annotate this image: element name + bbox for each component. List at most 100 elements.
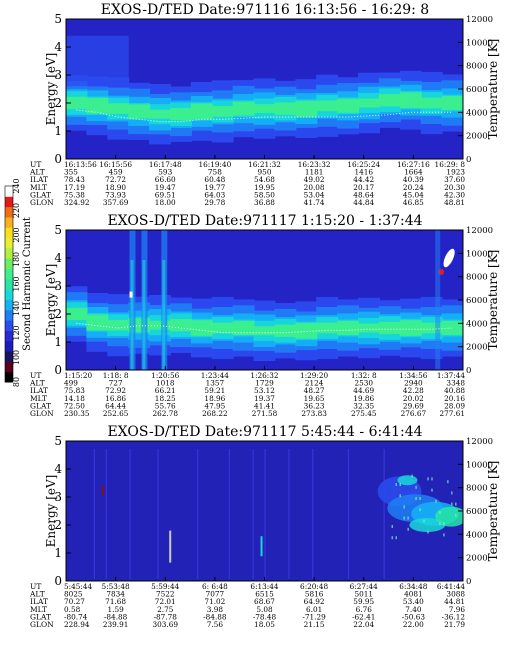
table-cell: 72.01 [155,597,176,606]
speckle [447,480,449,484]
table-cell: 73.93 [105,190,126,199]
colorbar-swatch [5,278,13,290]
row-label: GLON [30,620,54,629]
row-label: MLT [30,394,47,403]
table-cell: 44.81 [444,597,465,606]
table-cell: 16:23:32 [298,160,331,169]
table-cell: -84.88 [203,612,227,621]
table-cell: 21.15 [304,620,325,629]
table-cell: 5816 [305,590,324,599]
colorbar-swatch [5,216,13,228]
colorbar-swatch [5,237,13,249]
table-cell: 45.04 [403,190,424,199]
table-cell: 1:29:20 [300,371,328,380]
table-cell: 64.44 [105,401,126,410]
row-label: ALT [29,590,45,599]
table-cell: 1:26:32 [250,371,278,380]
y2-tick-label: 0 [466,577,471,587]
table-cell: 355 [64,168,78,177]
colorbar-swatch [5,289,13,300]
colorbar-swatch [5,309,13,321]
table-cell: 40.88 [444,386,465,395]
y2-tick-label: 10000 [466,249,493,259]
band-segment [378,321,401,335]
table-cell: 16:17:48 [149,160,182,169]
table-cell: 21.79 [444,620,465,629]
table-cell: 20.08 [304,183,325,192]
table-cell: 19.37 [254,394,275,403]
table-cell: 8025 [64,590,83,599]
table-cell: 41.74 [304,198,325,207]
y2-tick-label: 6000 [466,85,488,95]
table-cell: 3088 [446,590,465,599]
row-label: UT [30,371,41,380]
colorbar-swatch [5,196,13,208]
panel-plot-area [66,230,463,370]
table-cell: 44.69 [353,386,374,395]
band-segment [295,100,318,117]
colorbar-tick-label: 80 [12,377,21,387]
table-cell: 20.30 [444,183,465,192]
vertical-streak [93,449,95,579]
table-cell: -36.12 [442,612,465,621]
colorbar-swatch [5,247,13,259]
band-segment [86,314,109,331]
table-cell: 40.39 [403,175,424,184]
band-segment [107,103,130,114]
speckle [391,525,394,528]
table-cell: 44.84 [353,198,374,207]
colorbar-swatch [5,361,13,373]
band-segment [441,321,463,335]
table-cell: 5:53:48 [102,582,130,591]
band-segment [316,322,339,334]
table-cell: -78.48 [253,612,277,621]
row-label: UT [30,582,41,591]
table-cell: 324.92 [64,198,90,207]
table-cell: -50.63 [402,612,426,621]
y-tick-label: 3 [54,68,62,82]
band-segment [274,324,297,337]
y-tick-label: 3 [54,490,62,504]
band-segment [274,102,297,115]
table-cell: 22.04 [353,620,374,629]
table-cell: -87.78 [154,612,178,621]
table-cell: 59.21 [204,386,225,395]
row-label: UT [30,160,41,169]
y2-axis-label: Temperature [K] [486,461,500,562]
colorbar-tick-label: 160 [12,276,21,291]
speckle [439,522,441,526]
speckle [423,519,425,523]
speckle [451,491,453,495]
speckle [419,508,421,512]
table-cell: 1923 [446,168,465,177]
band-segment [169,319,192,332]
y-tick-label: 4 [54,251,62,265]
band-segment [420,322,443,334]
table-cell: 47.95 [204,401,225,410]
table-cell: 276.67 [401,409,427,418]
table-cell: -71.29 [302,612,326,621]
colorbar-frame [4,185,14,383]
table-cell: 18.96 [204,394,225,403]
row-label: ILAT [30,386,48,395]
band-segment [378,94,401,107]
table-cell: 41.41 [254,401,275,410]
y-tick-label: 0 [54,363,62,377]
table-cell: 64.03 [204,190,225,199]
table-cell: 19.95 [254,183,275,192]
table-cell: 37.60 [444,175,465,184]
spike-red [101,485,104,496]
y2-tick-label: 0 [466,366,471,376]
y-tick-label: 0 [54,574,62,588]
table-cell: -62.41 [352,612,375,621]
speckle [395,536,398,540]
vertical-streak [228,449,230,579]
table-cell: 758 [208,168,222,177]
band-segment [399,92,422,109]
colorbar-swatch [5,299,13,311]
table-cell: 268.22 [202,409,228,418]
colorbar-tick-label: 120 [12,325,21,340]
row-label: MLT [30,183,47,192]
y2-tick-label: 6000 [466,296,488,306]
table-cell: 48.64 [353,190,374,199]
